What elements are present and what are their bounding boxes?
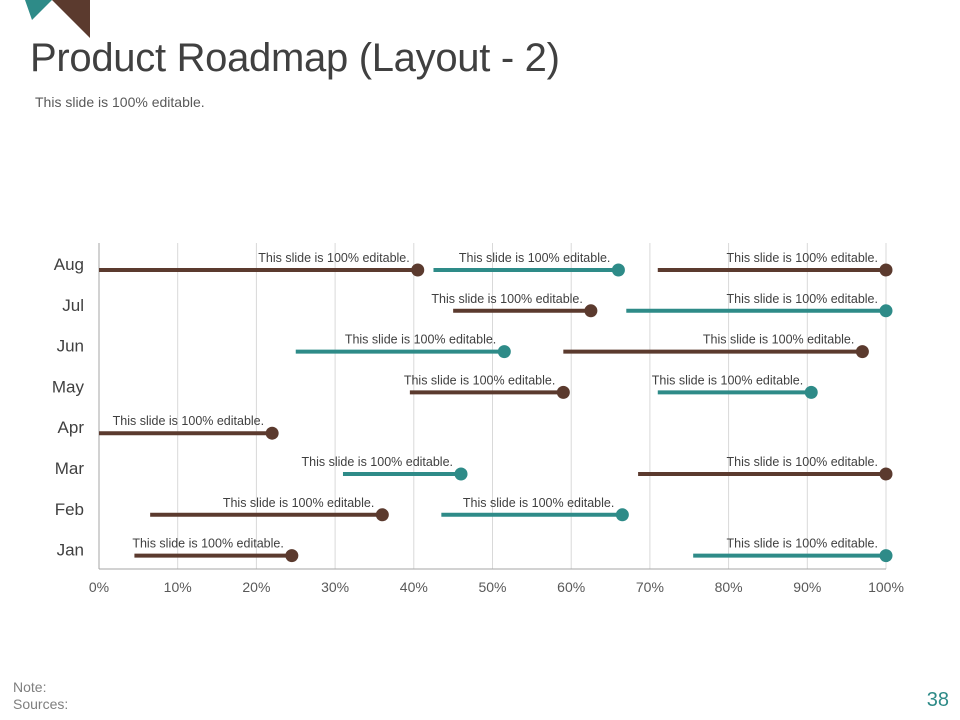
tick-labels: 0% 10% 20% 30% 40% 50% 60% 70% 80% 90% 100% Aug Jul J…	[52, 255, 904, 595]
range-bar-end-dot	[497, 345, 511, 359]
x-tick-label: 30%	[321, 579, 349, 595]
range-bar-label: This slide is 100% editable.	[463, 496, 614, 510]
range-bar-end-dot	[879, 467, 893, 481]
x-tick-label: 50%	[478, 579, 506, 595]
sources-label: Sources:	[13, 696, 69, 712]
range-bar-end-dot	[611, 263, 625, 277]
corner-brown-ribbon	[52, 0, 90, 38]
y-category-label: Mar	[55, 459, 85, 478]
range-bar-label: This slide is 100% editable.	[459, 251, 610, 265]
x-tick-label: 90%	[793, 579, 821, 595]
corner-decoration	[25, 0, 90, 38]
range-bar-end-dot	[855, 345, 869, 359]
range-bar-label: This slide is 100% editable.	[431, 292, 582, 306]
y-category-label: Apr	[58, 418, 85, 437]
x-tick-label: 60%	[557, 579, 585, 595]
range-bar-label: This slide is 100% editable.	[404, 373, 555, 387]
x-tick-label: 20%	[242, 579, 270, 595]
y-category-label: Jul	[62, 296, 84, 315]
range-bar-end-dot	[411, 263, 425, 277]
range-bar-end-dot	[556, 385, 570, 399]
range-bar-end-dot	[285, 549, 299, 563]
range-bar-end-dot	[879, 549, 893, 563]
y-category-label: Jun	[57, 337, 84, 356]
axes	[98, 243, 886, 570]
range-bar-label: This slide is 100% editable.	[223, 496, 374, 510]
x-tick-label: 80%	[715, 579, 743, 595]
range-bar-label: This slide is 100% editable.	[302, 455, 453, 469]
range-bar-label: This slide is 100% editable.	[345, 333, 496, 347]
range-bar-label: This slide is 100% editable.	[727, 251, 878, 265]
range-bar-end-dot	[879, 263, 893, 277]
range-bar-label: This slide is 100% editable.	[132, 537, 283, 551]
x-tick-label: 40%	[400, 579, 428, 595]
slide-title: Product Roadmap (Layout - 2)	[30, 36, 560, 80]
roadmap-bars: This slide is 100% editable. This slide i…	[99, 251, 893, 563]
range-bar-end-dot	[615, 508, 629, 522]
y-category-label: Feb	[55, 500, 84, 519]
x-tick-label: 0%	[89, 579, 109, 595]
range-bar-end-dot	[804, 385, 818, 399]
range-bar-end-dot	[375, 508, 389, 522]
page-number: 38	[926, 689, 949, 711]
range-bar-end-dot	[265, 426, 279, 440]
range-bar-end-dot	[454, 467, 468, 481]
x-tick-label: 100%	[868, 579, 904, 595]
range-bar-label: This slide is 100% editable.	[727, 537, 878, 551]
range-bar-label: This slide is 100% editable.	[258, 251, 409, 265]
range-bar-label: This slide is 100% editable.	[727, 292, 878, 306]
y-category-label: Aug	[54, 255, 84, 274]
x-tick-label: 70%	[636, 579, 664, 595]
y-category-label: May	[52, 377, 85, 396]
range-bar-label: This slide is 100% editable.	[652, 373, 803, 387]
range-bar-end-dot	[879, 304, 893, 318]
range-bar-label: This slide is 100% editable.	[703, 333, 854, 347]
range-bar-end-dot	[584, 304, 598, 318]
range-bar-label: This slide is 100% editable.	[113, 414, 264, 428]
note-label: Note:	[13, 679, 47, 695]
range-bar-label: This slide is 100% editable.	[727, 455, 878, 469]
slide-subtitle: This slide is 100% editable.	[35, 94, 205, 110]
x-tick-label: 10%	[164, 579, 192, 595]
y-category-label: Jan	[57, 541, 84, 560]
corner-teal-ribbon	[25, 0, 52, 20]
